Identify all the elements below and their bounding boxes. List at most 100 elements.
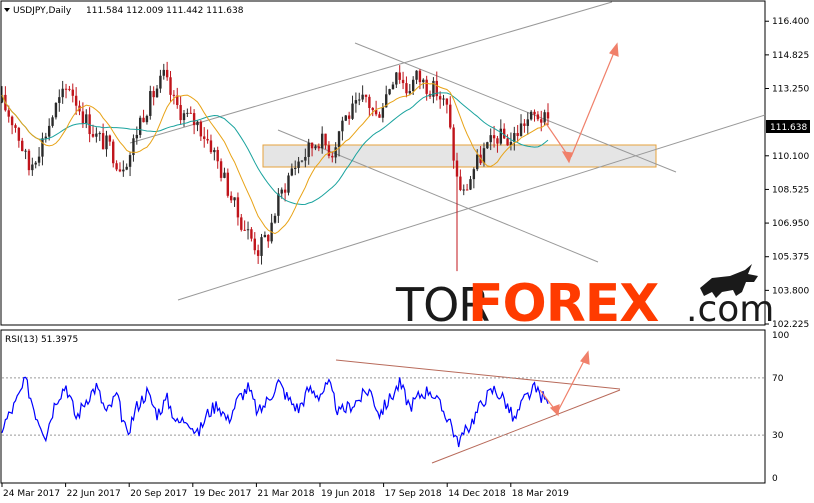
candle-body [91,134,95,137]
candle-body [489,135,492,143]
candle-body [118,169,122,172]
rsi-pane[interactable] [0,329,766,484]
candle-body [41,138,44,157]
candle-body [516,133,519,136]
y-tick-label: 105.375 [772,253,809,263]
candle-body [334,147,337,158]
rsi-y-axis: 100 70 30 0 [772,331,789,484]
logo-com-text: .com [686,289,774,330]
candle-body [290,168,294,176]
candle-body [206,138,209,141]
candle-body [307,142,310,157]
candle-body [256,250,260,256]
candle-body [186,112,189,114]
descending-channel-top [354,42,677,173]
candle-body [132,138,135,156]
x-tick-label: 19 Dec 2017 [194,489,252,499]
candle-body [192,113,196,126]
candle-body [223,172,226,178]
candle-body [253,238,256,251]
candle-body [476,154,479,170]
lower-channel-line [177,114,766,301]
x-tick-label: 18 Mar 2019 [512,489,569,499]
rsi-trend-lines [335,359,621,464]
candle-body [472,169,476,180]
candle-body [74,95,78,106]
torforex-logo: TOR FOREX .com [395,264,774,334]
y-tick-label: 110.100 [772,152,809,162]
candle-body [374,110,378,115]
candle-body [287,175,290,193]
candle-body [95,133,98,137]
support-zone [262,144,657,168]
candle-body [445,98,449,105]
candle-body [529,111,533,120]
candle-body [182,113,186,121]
candle-body [546,112,550,119]
price-forecast-arrows [544,42,619,164]
candle-body [246,229,250,231]
y-tick-label: 102.225 [772,320,809,330]
y-tick-label: 106.950 [772,219,809,229]
candle-body [199,121,203,137]
y-tick-label: 114.825 [772,51,809,61]
candle-body [533,111,536,115]
candle-body [7,110,10,117]
candle-body [526,119,529,126]
candle-body [219,161,223,178]
candle-body [331,155,334,158]
candle-body [216,150,219,162]
candle-body [492,135,496,139]
candle-body [149,91,152,116]
candle-body [37,156,41,163]
candle-body [115,163,118,170]
candle-body [229,195,233,201]
moving-average-fast [1,82,549,235]
candle-body [172,94,176,96]
candle-body [320,133,324,149]
x-tick-label: 24 Mar 2017 [3,489,60,499]
candle-body [243,229,246,231]
rsi-lower-trendline [431,389,621,464]
candle-body [240,217,243,230]
dropdown-triangle-icon[interactable] [4,8,10,12]
candle-body [51,117,54,126]
candle-body [364,94,368,97]
candle-body [159,75,162,89]
candle-body [358,99,361,101]
rsi-forecast-arrows [539,350,590,417]
candle-body [138,117,142,135]
candle-body [422,79,425,83]
candle-body [415,70,418,80]
candle-body [519,123,523,136]
candle-body [435,80,438,97]
candle-body [213,150,216,153]
candle-body [540,119,543,123]
candle-body [165,69,169,78]
candle-body [523,123,526,126]
forecast-arrow-head-up [609,42,619,57]
x-tick-label: 19 Jun 2018 [321,489,375,499]
candle-body [101,133,105,150]
candle-body [273,215,277,223]
candle-body [469,179,472,190]
candle-body [294,167,297,169]
candle-body [176,95,179,106]
candle-body [438,96,442,100]
candle-body [418,70,422,83]
candle-body [203,136,206,139]
candle-body [179,105,182,121]
candle-body [391,84,395,90]
candle-body [250,229,253,239]
candle-body [351,103,354,119]
candle-body [314,146,317,149]
candle-body [385,94,388,108]
y-tick-label: 116.400 [772,17,809,27]
candle-body [61,88,64,98]
candle-body [341,120,344,132]
candle-body [135,134,139,139]
candle-body [371,107,374,111]
candle-body [455,160,459,177]
candle-body [68,88,71,90]
logo-forex-text: FOREX [468,274,659,334]
